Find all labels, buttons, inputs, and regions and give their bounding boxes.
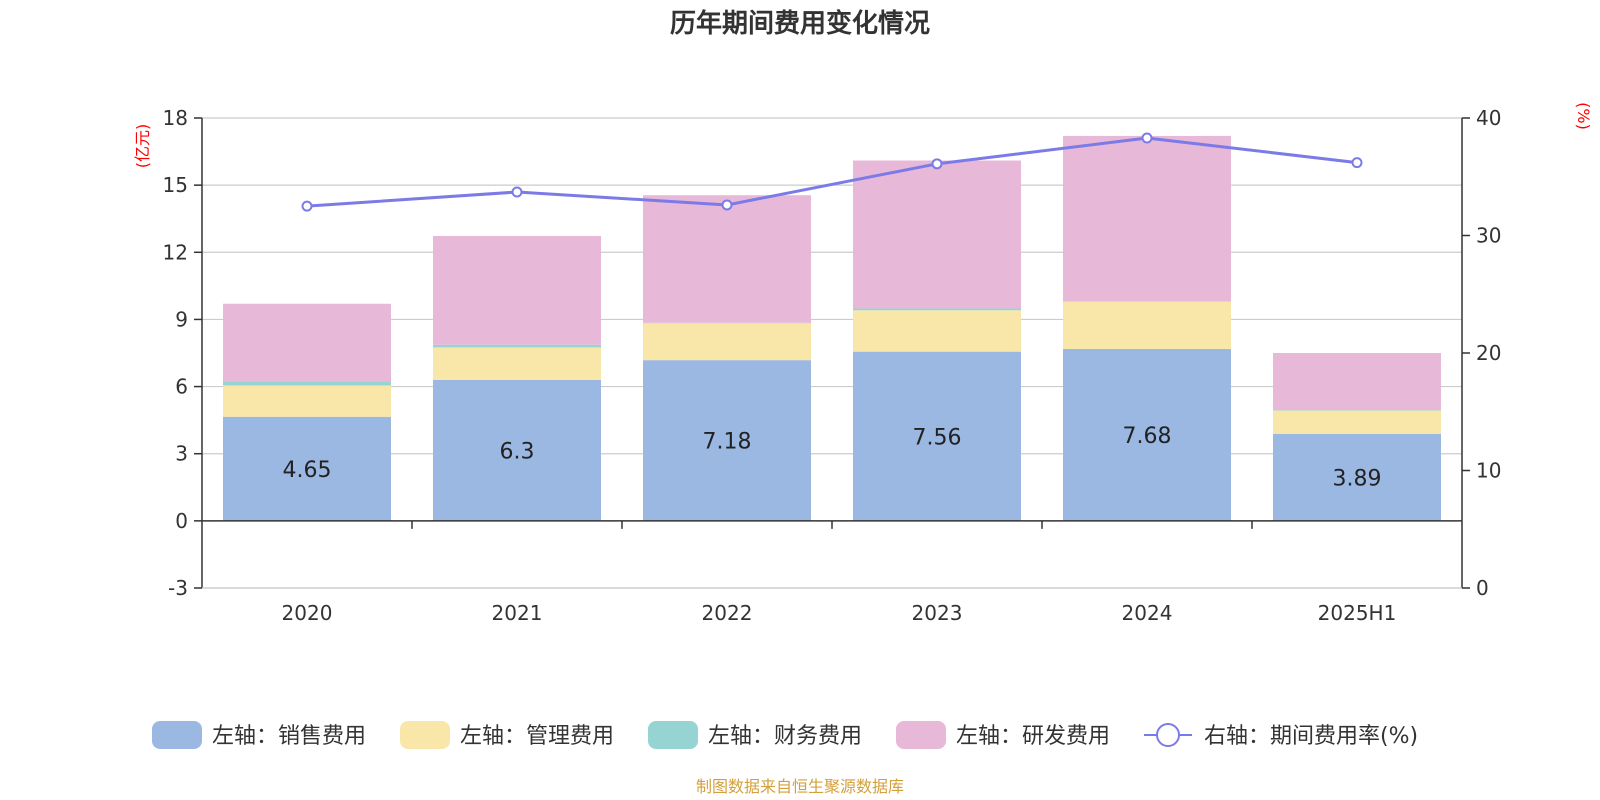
bar-segment-4 xyxy=(1273,353,1441,411)
bar-segment-1 xyxy=(1273,433,1441,521)
left-axis-unit: (亿元) xyxy=(133,124,152,169)
left-axis-tick-label: 12 xyxy=(163,240,188,264)
legend: 左轴：销售费用 左轴：管理费用 左轴：财务费用 左轴：研发费用 右轴：期间费用率(%) xyxy=(152,721,1418,749)
chart-title: 历年期间费用变化情况 xyxy=(670,8,930,39)
data-label: 7.56 xyxy=(913,425,962,450)
x-axis-tick-label: 2023 xyxy=(912,601,963,625)
legend-label: 左轴：销售费用 xyxy=(212,724,366,749)
legend-swatch xyxy=(152,721,202,749)
bar-segment-2 xyxy=(433,347,601,380)
bar-segment-2 xyxy=(853,310,1021,352)
bar-segment-1 xyxy=(1063,348,1231,521)
legend-swatch xyxy=(648,721,698,749)
rate-point xyxy=(1141,132,1153,144)
data-labels: 4.65 6.3 7.18 7.56 7.68 3.89 xyxy=(283,424,1382,491)
legend-swatch xyxy=(400,721,450,749)
right-axis-tick-label: 10 xyxy=(1476,459,1501,483)
x-axis-tick-label: 2025H1 xyxy=(1318,601,1397,625)
rate-line xyxy=(301,132,1363,212)
bar-segment-2 xyxy=(1273,410,1441,434)
data-label: 6.3 xyxy=(500,439,535,464)
x-axis-tick-label: 2024 xyxy=(1122,601,1173,625)
bar-segment-4 xyxy=(1063,135,1231,302)
legend-swatch xyxy=(896,721,946,749)
bar-segment-3 xyxy=(433,344,601,348)
legend-label: 右轴：期间费用率(%) xyxy=(1204,724,1418,749)
bar-segment-1 xyxy=(853,351,1021,521)
right-axis-unit: (%) xyxy=(1574,102,1593,130)
rate-point xyxy=(1351,157,1363,169)
left-axis-tick-label: 3 xyxy=(175,442,188,466)
bar-segment-2 xyxy=(1063,301,1231,349)
bar-segment-3 xyxy=(223,381,391,386)
rate-point xyxy=(511,186,523,198)
x-axis-tick-label: 2021 xyxy=(492,601,543,625)
bar-segment-4 xyxy=(643,195,811,323)
bar-segment-1 xyxy=(643,360,811,521)
bar-segment-3 xyxy=(853,308,1021,311)
legend-label: 左轴：研发费用 xyxy=(956,724,1110,749)
rate-point xyxy=(931,158,943,170)
axes: -3 0 3 6 9 12 15 18 2020 2021 2022 2023 2024 2025H1 0 1… xyxy=(163,106,1502,625)
bar-segment-1 xyxy=(223,416,391,521)
bar-segment-4 xyxy=(223,303,391,382)
right-axis-tick-label: 30 xyxy=(1476,224,1501,248)
legend-label: 左轴：管理费用 xyxy=(460,724,614,749)
left-axis-tick-label: 15 xyxy=(163,173,188,197)
left-axis-tick-label: 0 xyxy=(175,509,188,533)
bar-segment-4 xyxy=(853,160,1021,309)
bar-segment-1 xyxy=(433,379,601,521)
left-axis-tick-label: 6 xyxy=(175,375,188,399)
bar-segment-2 xyxy=(643,323,811,361)
right-axis-tick-label: 40 xyxy=(1476,106,1501,130)
source-note: 制图数据来自恒生聚源数据库 xyxy=(696,777,904,796)
rate-point xyxy=(301,200,313,212)
rate-point xyxy=(721,199,733,211)
x-axis-tick-label: 2020 xyxy=(282,601,333,625)
data-label: 4.65 xyxy=(283,458,332,483)
left-axis-tick-label: 9 xyxy=(175,307,188,331)
legend-circle-swatch xyxy=(1156,723,1180,747)
right-axis-tick-label: 20 xyxy=(1476,341,1501,365)
left-axis-tick-label: -3 xyxy=(168,576,188,600)
data-label: 3.89 xyxy=(1333,466,1382,491)
bars xyxy=(223,135,1441,521)
data-label: 7.18 xyxy=(703,430,752,455)
left-axis-tick-label: 18 xyxy=(163,106,188,130)
right-axis-tick-label: 0 xyxy=(1476,576,1489,600)
x-axis-tick-label: 2022 xyxy=(702,601,753,625)
bar-segment-2 xyxy=(223,385,391,417)
bar-segment-4 xyxy=(433,235,601,345)
legend-label: 左轴：财务费用 xyxy=(708,724,862,749)
rate-line-path xyxy=(306,136,1358,208)
data-label: 7.68 xyxy=(1123,424,1172,449)
